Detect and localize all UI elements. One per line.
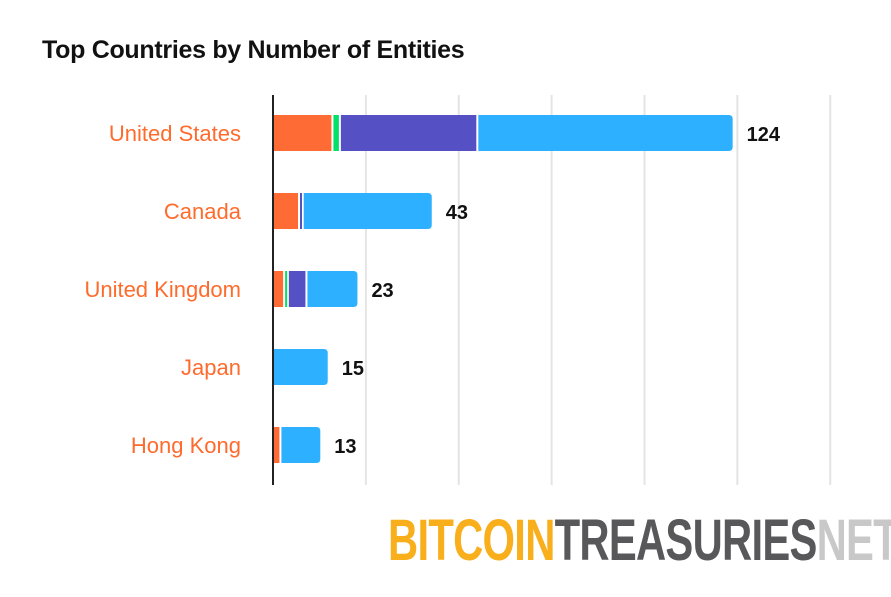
- bar-segment: [274, 427, 280, 463]
- bitcointreasuries-logo: BITCOINTREASURIESNET: [388, 508, 891, 573]
- bar-segment: [281, 427, 321, 463]
- bar-segment: [274, 349, 328, 385]
- category-label: United States: [109, 121, 241, 146]
- bar-segment: [274, 115, 332, 151]
- category-label: United Kingdom: [84, 277, 241, 302]
- total-label: 23: [371, 280, 393, 302]
- total-label: 43: [446, 202, 468, 224]
- chart-title: Top Countries by Number of Entities: [42, 36, 465, 64]
- bar-segment: [303, 193, 432, 229]
- bar-segment: [274, 271, 284, 307]
- total-label: 124: [747, 124, 781, 146]
- bar-segment: [285, 271, 288, 307]
- total-label: 13: [334, 436, 356, 458]
- bar-segment: [333, 115, 339, 151]
- bar-segment: [478, 115, 733, 151]
- total-label: 15: [342, 358, 364, 380]
- bar-segment: [288, 271, 306, 307]
- category-label: Canada: [164, 199, 242, 224]
- category-label: Hong Kong: [131, 433, 241, 458]
- bar-segment: [300, 193, 303, 229]
- category-label: Japan: [181, 355, 241, 380]
- bar-segment: [340, 115, 477, 151]
- bar-segment: [274, 193, 299, 229]
- bar-segment: [307, 271, 358, 307]
